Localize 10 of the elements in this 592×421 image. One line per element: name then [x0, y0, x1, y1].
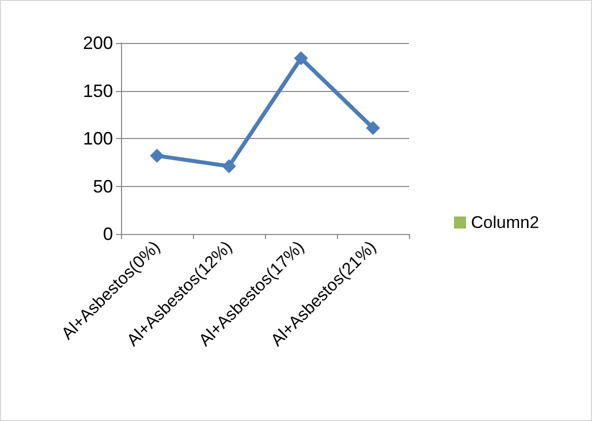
- y-tick-label: 50: [92, 176, 113, 196]
- point: [222, 159, 236, 174]
- legend-label: Column2: [471, 213, 540, 232]
- y-tick-label: 200: [82, 33, 113, 53]
- point: [294, 51, 308, 66]
- point: [366, 120, 380, 135]
- point: [150, 148, 164, 163]
- y-tick-label: 100: [82, 128, 113, 148]
- y-tick-label: 0: [102, 224, 113, 244]
- y-tick-label: 150: [82, 80, 113, 101]
